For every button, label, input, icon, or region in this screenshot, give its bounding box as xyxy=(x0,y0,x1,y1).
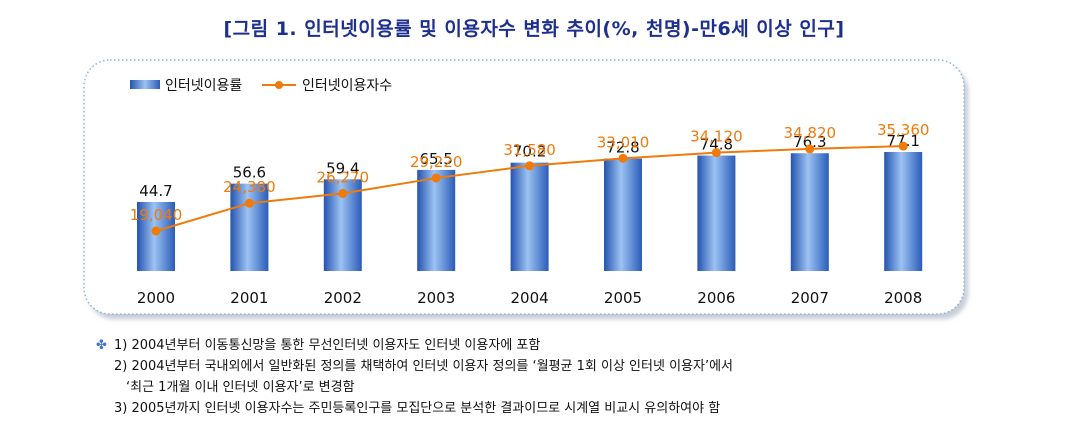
footnotes: ✤ 1) 2004년부터 이동통신망을 통한 무선인터넷 이용자도 인터넷 이용자… xyxy=(96,335,733,419)
bar-value-label: 74.8 xyxy=(700,136,733,154)
x-tick-label: 2003 xyxy=(417,289,455,307)
x-tick-label: 2007 xyxy=(791,289,829,307)
footnote-2-continued: ‘최근 1개월 이내 인터넷 이용자’로 변경함 xyxy=(126,380,355,395)
bar-value-label: 56.6 xyxy=(233,164,266,182)
x-tick-label: 2002 xyxy=(324,289,362,307)
users-value-label: 31,580 xyxy=(503,141,555,159)
footnote-1-text: 1) 2004년부터 이동통신망을 통한 무선인터넷 이용자도 인터넷 이용자에… xyxy=(114,338,541,353)
footnote-1: ✤ 1) 2004년부터 이동통신망을 통한 무선인터넷 이용자도 인터넷 이용자… xyxy=(96,335,733,356)
footnote-2: 2) 2004년부터 국내외에서 일반화된 정의를 채택하여 인터넷 이용자 정… xyxy=(114,359,734,374)
users-point-2001 xyxy=(244,198,254,208)
bar-value-label: 65.5 xyxy=(419,150,452,168)
bar-value-label: 76.3 xyxy=(793,133,826,151)
users-value-label: 19,040 xyxy=(130,206,183,224)
bar-2003 xyxy=(417,169,456,271)
legend-bar-swatch xyxy=(130,80,160,89)
bar-value-label: 72.8 xyxy=(606,139,639,157)
users-point-2005 xyxy=(618,153,628,163)
users-point-2000 xyxy=(151,226,161,236)
x-tick-label: 2000 xyxy=(137,289,175,307)
chart-container: 인터넷이용률 인터넷이용자수 44.7 56.6 59.4 65.5 70.2 72.8 7… xyxy=(82,58,974,324)
users-value-label: 26,270 xyxy=(317,168,370,186)
users-value-label: 35,360 xyxy=(877,121,930,139)
users-point-2006 xyxy=(711,148,721,158)
x-tick-label: 2004 xyxy=(511,289,549,307)
x-tick-label: 2008 xyxy=(884,289,922,307)
users-value-label: 34,120 xyxy=(690,128,743,146)
users-value-label: 33,010 xyxy=(597,133,650,151)
users-value-label: 24,380 xyxy=(223,178,276,196)
legend: 인터넷이용률 인터넷이용자수 xyxy=(130,78,392,94)
users-point-2004 xyxy=(525,161,535,171)
combo-chart: 인터넷이용률 인터넷이용자수 44.7 56.6 59.4 65.5 70.2 72.8 7… xyxy=(83,59,965,315)
bar-value-label: 70.2 xyxy=(513,143,546,161)
bar-2004 xyxy=(510,162,549,271)
x-tick-label: 2005 xyxy=(604,289,642,307)
users-point-2003 xyxy=(431,173,441,183)
bar-value-label: 44.7 xyxy=(139,182,172,200)
figure-title: [그림 1. 인터넷이용률 및 이용자수 변화 추이(%, 천명)-만6세 이상… xyxy=(223,18,845,40)
users-point-2008 xyxy=(898,141,908,151)
bar-value-label: 59.4 xyxy=(326,159,359,177)
bar-2000 xyxy=(137,202,175,271)
bar-2005 xyxy=(604,158,642,271)
diamond-bullet-icon: ✤ xyxy=(96,338,107,353)
footnote-3: 3) 2005년까지 인터넷 이용자수는 주민등록인구를 모집단으로 분석한 결… xyxy=(114,401,721,416)
legend-bar-label: 인터넷이용률 xyxy=(165,78,242,94)
legend-line-marker xyxy=(275,81,283,89)
bar-2008 xyxy=(884,152,923,271)
bar-2001 xyxy=(230,183,269,271)
bar-2006 xyxy=(697,155,736,271)
x-tick-label: 2001 xyxy=(230,289,268,307)
users-point-2007 xyxy=(805,144,815,154)
users-value-label: 29,220 xyxy=(410,153,463,171)
x-tick-label: 2006 xyxy=(697,289,735,307)
users-value-label: 34,820 xyxy=(784,124,837,142)
bar-2007 xyxy=(790,153,829,271)
legend-line-label: 인터넷이용자수 xyxy=(302,78,392,94)
users-point-2002 xyxy=(338,188,348,198)
